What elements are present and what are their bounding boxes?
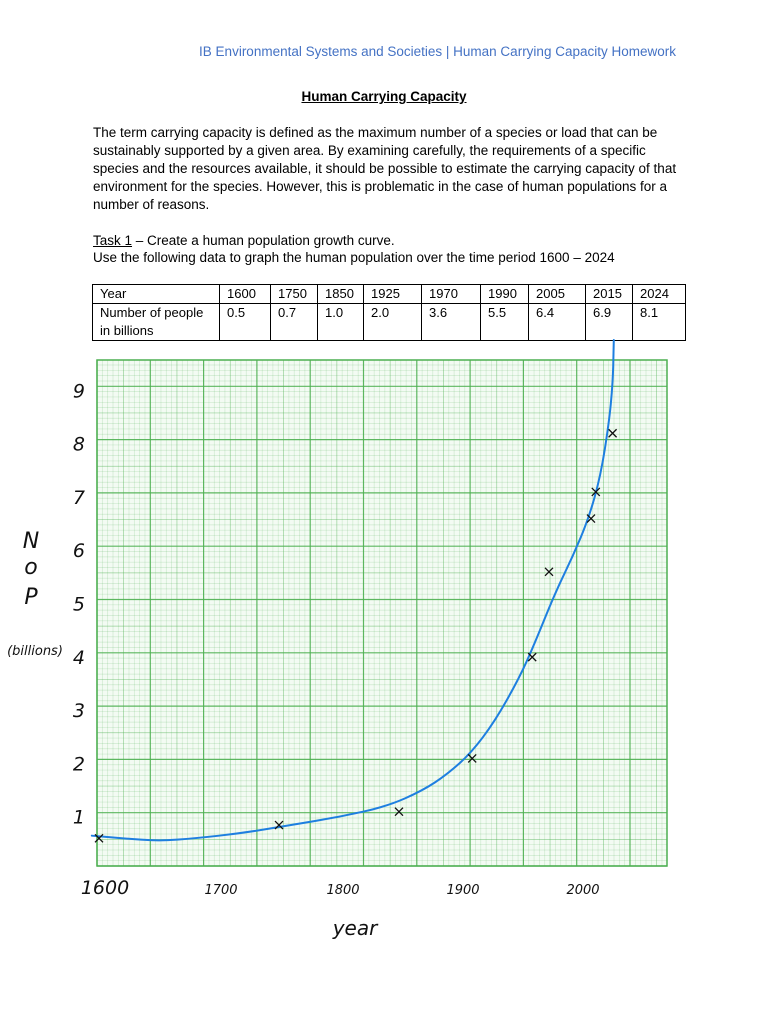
population-cell: 3.6 — [421, 303, 481, 341]
y-tick-label: 7 — [73, 487, 85, 509]
data-point-marker — [527, 652, 537, 662]
data-point-marker — [591, 487, 601, 497]
svg-text:P: P — [24, 585, 38, 610]
intro-paragraph: The term carrying capacity is defined as… — [93, 125, 677, 212]
page-header: IB Environmental Systems and Societies |… — [199, 44, 676, 59]
data-point-marker — [586, 514, 596, 524]
x-tick-label: 1700 — [204, 883, 237, 898]
x-tick-label: 1800 — [326, 883, 359, 898]
task-line-1: – Create a human population growth curve… — [132, 233, 395, 248]
x-tick-label: 1600 — [81, 877, 129, 899]
task-label: Task 1 — [93, 233, 133, 248]
y-tick-label: 2 — [73, 753, 85, 775]
population-cell: 0.5 — [219, 303, 271, 341]
y-tick-label: 6 — [73, 540, 85, 562]
population-cell: 0.7 — [270, 303, 318, 341]
table-row-population: Number of people in billions 0.5 0.7 1.0 2.… — [92, 303, 686, 341]
svg-text:o: o — [24, 555, 37, 580]
y-tick-label: 9 — [73, 380, 85, 402]
data-point-marker — [544, 567, 554, 577]
data-point-marker — [94, 833, 104, 843]
x-axis-label: year — [332, 916, 379, 940]
data-point-marker — [608, 428, 618, 438]
population-table: Year 1600 1750 1850 1925 1970 1990 2005 2015 202… — [92, 284, 686, 341]
task-line-2: Use the following data to graph the huma… — [93, 250, 615, 265]
y-tick-label: 8 — [73, 434, 85, 456]
y-tick-label: 1 — [73, 807, 85, 829]
year-cell: 2015 — [585, 284, 633, 304]
x-tick-label: 1900 — [446, 883, 479, 898]
data-point-marker — [394, 807, 404, 817]
page-title: Human Carrying Capacity — [301, 89, 467, 104]
y-tick-label: 4 — [73, 647, 85, 669]
x-tick-label: 2000 — [566, 883, 599, 898]
graph-paper — [96, 359, 668, 867]
year-cell: 2005 — [528, 284, 586, 304]
task-instructions: Task 1 – Create a human population growt… — [93, 232, 615, 266]
population-cell: 6.4 — [528, 303, 586, 341]
population-cell: 8.1 — [632, 303, 686, 341]
y-tick-label: 3 — [73, 700, 85, 722]
population-curve — [90, 338, 615, 842]
svg-text:(billions): (billions) — [7, 644, 63, 659]
y-tick-label: 5 — [73, 594, 85, 616]
year-cell: 1990 — [480, 284, 529, 304]
year-cell: 1850 — [317, 284, 364, 304]
data-point-marker — [467, 753, 477, 763]
population-cell: 2.0 — [363, 303, 422, 341]
svg-text:N: N — [23, 529, 39, 554]
data-point-marker — [274, 820, 284, 830]
row-header-population: Number of people in billions — [92, 303, 220, 341]
population-cell: 5.5 — [480, 303, 529, 341]
y-axis-label: NoP (billions) — [7, 529, 63, 659]
year-cell: 1925 — [363, 284, 422, 304]
